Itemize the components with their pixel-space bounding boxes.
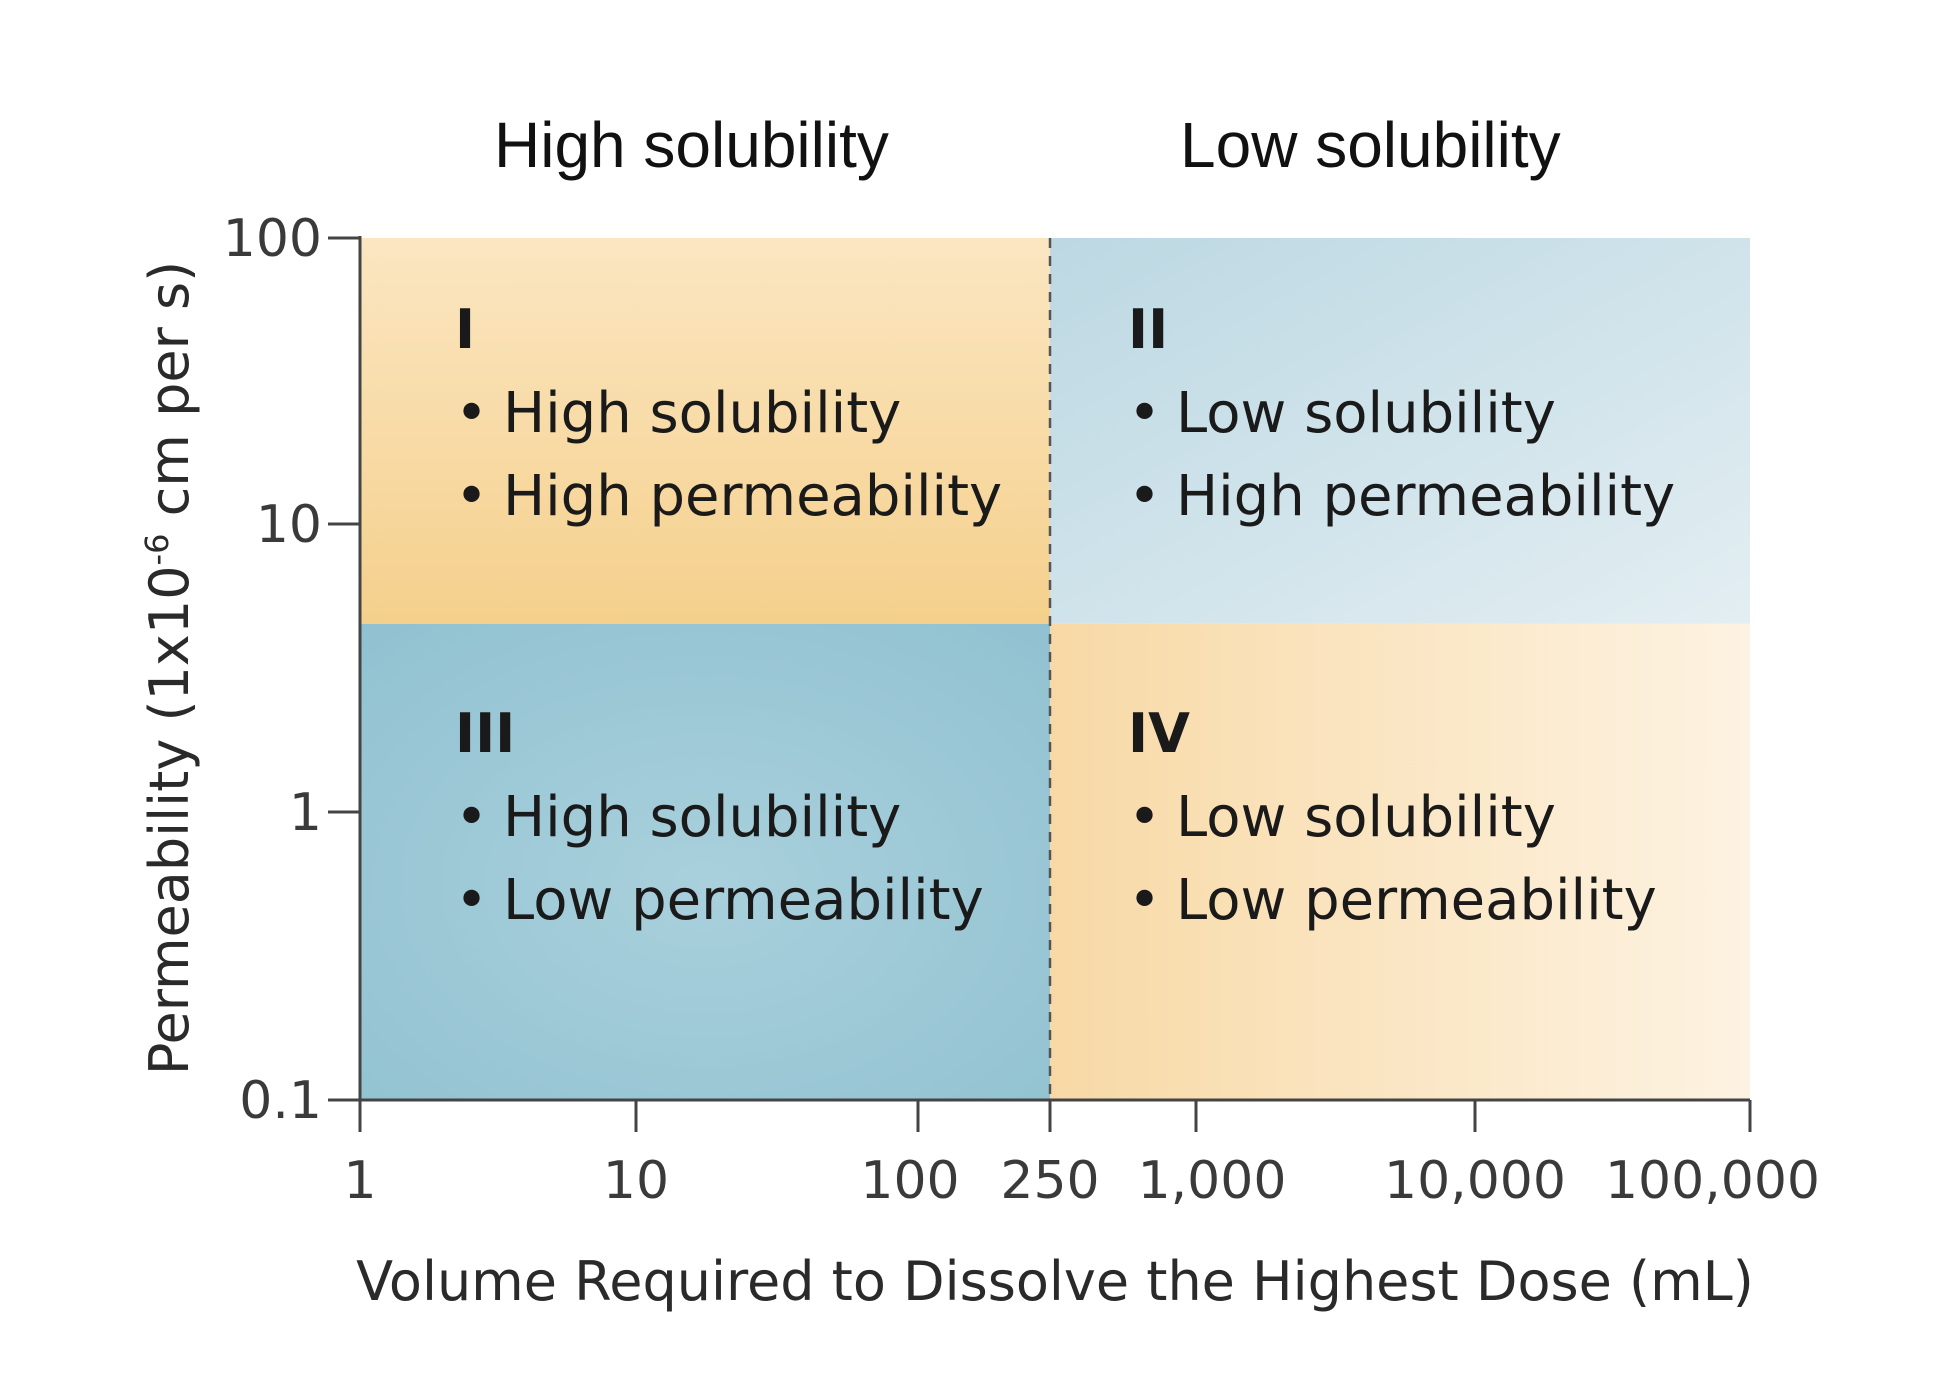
x-tick-label: 1,000: [1138, 1151, 1287, 1211]
quadrant-i-background: [360, 238, 1050, 624]
quadrant-ii: II • Low solubility• High permeability: [1128, 298, 1675, 529]
x-axis-title: Volume Required to Dissolve the Highest …: [356, 1250, 1754, 1313]
y-tick-label: 10: [256, 495, 322, 555]
bullet: •: [1128, 868, 1161, 933]
column-header-low-solubility: Low solubility: [1180, 109, 1561, 181]
quadrant-iv-background: [1050, 623, 1750, 1100]
x-tick-label: 10: [603, 1151, 669, 1211]
quadrant-class-label: IV: [1128, 702, 1190, 765]
x-tick-label: 250: [1000, 1151, 1099, 1211]
bullet: •: [455, 464, 488, 529]
quadrant-i: I • High solubility• High permeability: [455, 298, 1002, 529]
quadrant-property-text: High solubility: [503, 381, 901, 446]
y-tick-label: 0.1: [239, 1071, 322, 1131]
quadrant-iii: III • High solubility• Low permeability: [455, 702, 984, 933]
y-tick-label: 1: [289, 783, 322, 843]
quadrant-property-text: High permeability: [503, 464, 1002, 529]
bullet: •: [1128, 381, 1161, 446]
y-axis-title: Permeability (1x10-6 cm per s): [138, 261, 201, 1075]
quadrant-iv: IV • Low solubility• Low permeability: [1128, 702, 1657, 933]
y-tick-label: 100: [223, 209, 322, 269]
quadrant-class-label: II: [1128, 298, 1168, 361]
quadrant-property-text: High permeability: [1176, 464, 1675, 529]
quadrant-property-text: Low permeability: [503, 868, 984, 933]
column-header-high-solubility: High solubility: [494, 109, 889, 181]
quadrant-iii-background: [360, 623, 1050, 1100]
x-tick-label: 100: [860, 1151, 959, 1211]
x-tick-label: 1: [343, 1151, 376, 1211]
quadrant-class-label: III: [455, 702, 515, 765]
quadrant-ii-background: [1050, 238, 1750, 624]
bullet: •: [455, 785, 488, 850]
bullet: •: [455, 381, 488, 446]
quadrant-class-label: I: [455, 298, 475, 361]
bullet: •: [455, 868, 488, 933]
x-tick-label: 10,000: [1384, 1151, 1566, 1211]
x-tick-label: 100,000: [1605, 1151, 1820, 1211]
bullet: •: [1128, 785, 1161, 850]
quadrant-property-text: Low solubility: [1176, 381, 1556, 446]
quadrant-property-text: Low solubility: [1176, 785, 1556, 850]
quadrant-property-text: Low permeability: [1176, 868, 1657, 933]
quadrant-property-text: High solubility: [503, 785, 901, 850]
bullet: •: [1128, 464, 1161, 529]
